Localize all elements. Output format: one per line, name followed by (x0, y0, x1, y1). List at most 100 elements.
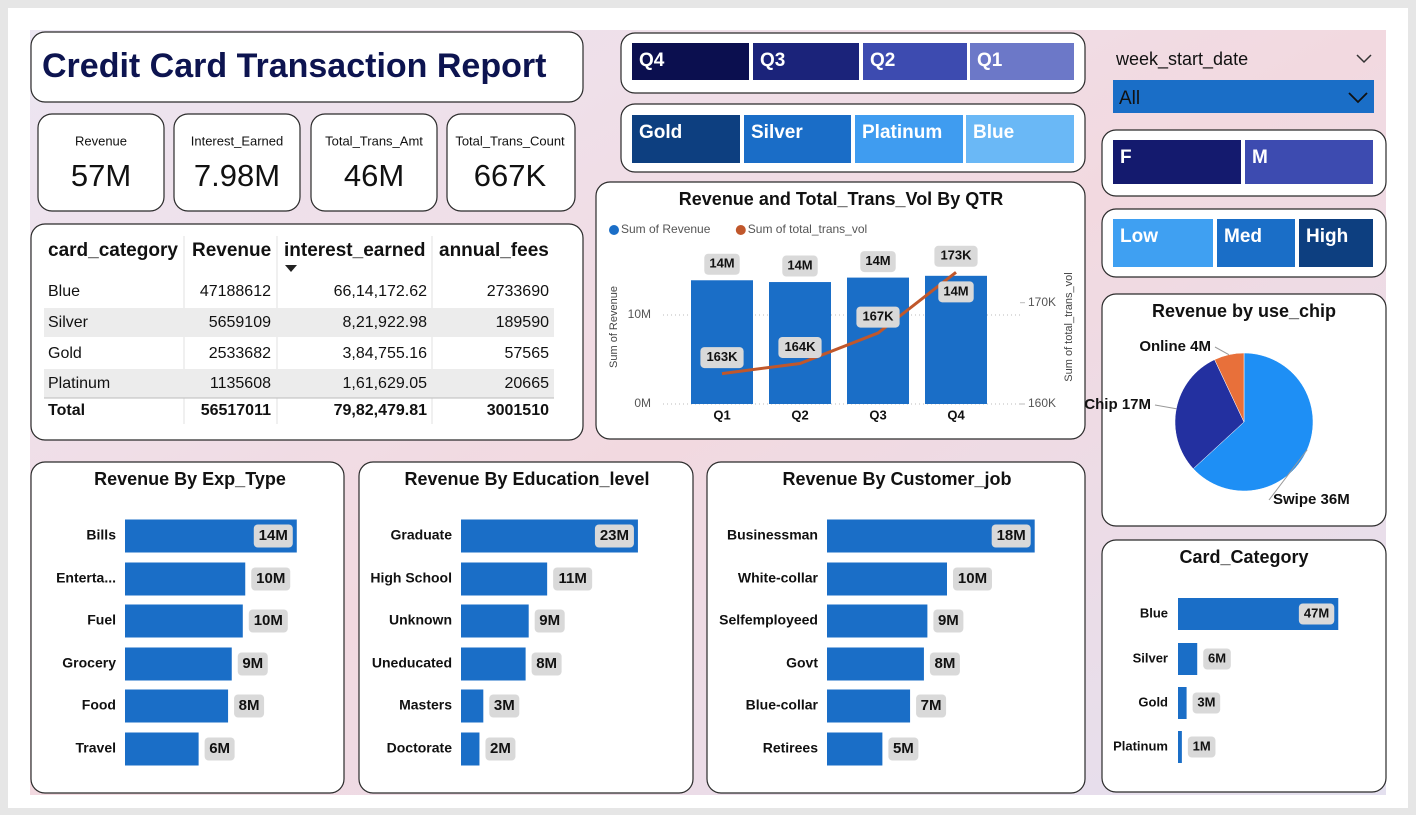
y-tick-label: 0M (634, 396, 651, 410)
chart-title: Revenue By Education_level (404, 469, 649, 489)
category-label: White-collar (738, 570, 819, 586)
category-label: Bills (86, 527, 116, 543)
tile[interactable] (1245, 140, 1373, 184)
bar (1178, 687, 1187, 719)
tile-label[interactable]: Low (1120, 226, 1158, 247)
slicer-tile[interactable]: Q1 (970, 43, 1074, 80)
kpi-label: Revenue (75, 133, 127, 148)
bar (1178, 643, 1198, 675)
table-cell: 1135608 (210, 375, 271, 392)
tile-label[interactable]: High (1306, 226, 1348, 247)
tile-label[interactable]: Med (1224, 226, 1262, 247)
tile-label[interactable]: Q1 (977, 50, 1003, 71)
pie-slice (1214, 352, 1245, 423)
leader-line (1214, 346, 1230, 356)
y-tick-label: 10M (628, 307, 651, 321)
bar (827, 562, 947, 596)
kpi-label: Total_Trans_Count (455, 133, 565, 148)
y2-tick-label: 170K (1028, 295, 1056, 309)
value-label-bg (888, 737, 919, 761)
category-label: Graduate (391, 527, 453, 543)
week-dropdown[interactable]: All (1113, 80, 1374, 113)
slicer-tile[interactable]: Gold (632, 115, 740, 163)
tile[interactable] (753, 43, 859, 80)
bar (1178, 731, 1182, 763)
tile[interactable] (966, 115, 1074, 163)
tile-label[interactable]: M (1252, 147, 1268, 168)
tile-label[interactable]: Blue (973, 122, 1014, 143)
chart-title: Card_Category (1179, 547, 1308, 567)
bar (461, 647, 526, 681)
dropdown-value[interactable]: All (1119, 88, 1140, 109)
x-tick-label: Q2 (791, 407, 808, 422)
slicer-tile[interactable]: Q4 (632, 43, 749, 80)
tile[interactable] (1299, 219, 1373, 267)
value-label-bg (953, 567, 992, 591)
slicer-tile[interactable]: M (1245, 140, 1373, 184)
title-panel (30, 31, 584, 103)
tile[interactable] (970, 43, 1074, 80)
slicer-tile[interactable]: Platinum (855, 115, 963, 163)
value-label: 14M (943, 283, 968, 298)
kpi-card (37, 113, 165, 212)
value-label: 14M (787, 257, 812, 272)
category-label: Unknown (389, 612, 452, 628)
value-label: 164K (784, 339, 816, 354)
legend-label: Sum of Revenue (621, 222, 711, 236)
table-total: 79,82,479.81 (334, 402, 428, 419)
tile[interactable] (1217, 219, 1295, 267)
tile[interactable] (1113, 140, 1241, 184)
category-label: Grocery (62, 655, 116, 671)
chart-title: Revenue by use_chip (1152, 301, 1336, 321)
value-label: 47M (1304, 605, 1329, 620)
value-label-bg (204, 737, 235, 761)
tile-label[interactable]: Platinum (862, 122, 942, 143)
tile[interactable] (744, 115, 851, 163)
value-label-bg (700, 347, 744, 369)
value-label: 10M (254, 612, 283, 629)
tile-label[interactable]: F (1120, 147, 1132, 168)
slicer-tile[interactable]: Q3 (753, 43, 859, 80)
category-label: High School (370, 570, 452, 586)
tile-label[interactable]: Q4 (639, 50, 665, 71)
tile[interactable] (632, 115, 740, 163)
value-label-bg (782, 255, 818, 277)
slicer-tile[interactable]: Silver (744, 115, 851, 163)
value-label: 18M (997, 527, 1026, 544)
tile-label[interactable]: Q3 (760, 50, 785, 71)
slicer-tile[interactable]: Blue (966, 115, 1074, 163)
tile[interactable] (855, 115, 963, 163)
slicer-tile[interactable]: High (1299, 219, 1373, 267)
value-label-bg (251, 567, 291, 591)
slicer-tile[interactable]: F (1113, 140, 1241, 184)
bar (691, 280, 753, 404)
kpi-value: 57M (71, 158, 131, 193)
value-label-bg (916, 694, 947, 718)
report-title: Credit Card Transaction Report (42, 47, 546, 85)
tile-label[interactable]: Q2 (870, 50, 895, 71)
value-label: 10M (256, 570, 285, 587)
kpi-value: 667K (474, 158, 547, 193)
chevron[interactable] (1348, 92, 1368, 104)
value-label-bg (237, 652, 268, 676)
value-label: 3M (1197, 694, 1215, 709)
tile[interactable] (1113, 219, 1213, 267)
tile[interactable] (863, 43, 967, 80)
value-label: 167K (862, 309, 894, 324)
legend-marker (609, 225, 619, 235)
tile-label[interactable]: Gold (639, 122, 682, 143)
slicer-tile[interactable]: Med (1217, 219, 1295, 267)
value-label: 1M (1193, 738, 1211, 753)
value-label-bg (778, 336, 822, 358)
table-header: annual_fees (439, 240, 549, 261)
leader-line (1268, 449, 1308, 501)
slicer-tile[interactable]: Low (1113, 219, 1213, 267)
tile-label[interactable]: Silver (751, 122, 803, 143)
slicer-tile[interactable]: Q2 (863, 43, 967, 80)
dropdown[interactable] (1113, 80, 1374, 113)
table-cell: 57565 (505, 345, 550, 362)
tile[interactable] (632, 43, 749, 80)
value-label: 8M (239, 697, 260, 714)
sort-arrow (285, 265, 297, 272)
kpi-label: Interest_Earned (191, 133, 284, 148)
